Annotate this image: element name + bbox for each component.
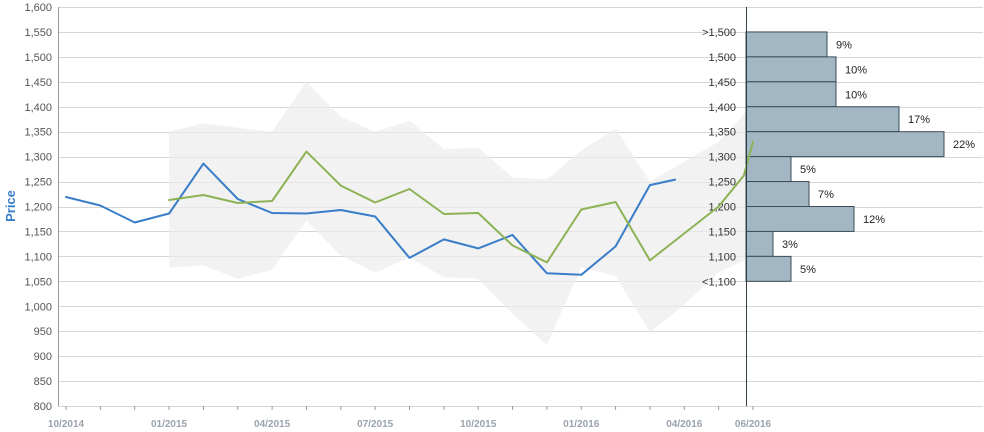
- y-tick-label: 900: [34, 351, 52, 363]
- histogram-bar: [746, 231, 773, 256]
- y-tick-label: 1,500: [24, 52, 52, 64]
- y-tick-label: 1,550: [24, 27, 52, 39]
- x-tick-label: 04/2015: [254, 419, 291, 430]
- y-tick-label: 1,100: [24, 251, 52, 263]
- histogram-percent-label: 22%: [953, 139, 975, 151]
- y-tick-label: 950: [34, 326, 52, 338]
- histogram-bar: [746, 256, 791, 281]
- histogram-bin-label: 1,100: [708, 251, 736, 263]
- histogram-percent-label: 17%: [908, 114, 930, 126]
- histogram-bin-label: 1,450: [708, 77, 736, 89]
- histogram-percent-label: 7%: [818, 189, 834, 201]
- x-axis-ticks: 10/2014 01/2015 04/2015 07/2015 10/2015 01/20…: [48, 406, 772, 430]
- histogram-bin-label: 1,350: [708, 127, 736, 139]
- histogram-bar: [746, 182, 809, 207]
- y-tick-label: 1,400: [24, 102, 52, 114]
- histogram-bar: [746, 207, 854, 232]
- x-tick-label: 01/2015: [151, 419, 188, 430]
- y-tick-label: 1,350: [24, 127, 52, 139]
- histogram-percent-label: 10%: [845, 64, 867, 76]
- histogram-percent-label: 5%: [800, 264, 816, 276]
- histogram-bar: [746, 132, 944, 157]
- histogram-bin-label: 1,150: [708, 226, 736, 238]
- x-tick-label: 01/2016: [563, 419, 600, 430]
- histogram-bin-label: 1,500: [708, 52, 736, 64]
- histogram-bar: [746, 82, 836, 107]
- histogram-percent-label: 3%: [782, 239, 798, 251]
- y-axis-ticks: 800 850 900 950 1,000 1,050 1,100 1,150 1,200 1,2…: [24, 2, 52, 413]
- histogram-bar: [746, 32, 827, 57]
- histogram-bar: [746, 157, 791, 182]
- y-tick-label: 1,000: [24, 301, 52, 313]
- y-axis-title: Price: [3, 190, 18, 222]
- histogram-bar: [746, 57, 836, 82]
- y-tick-label: 1,600: [24, 2, 52, 14]
- y-tick-label: 800: [34, 401, 52, 413]
- x-tick-label: 06/2016: [735, 419, 772, 430]
- y-tick-label: 1,050: [24, 276, 52, 288]
- x-tick-label: 10/2015: [460, 419, 497, 430]
- x-tick-label: 10/2014: [48, 419, 85, 430]
- x-tick-label: 04/2016: [666, 419, 703, 430]
- histogram-percent-label: 10%: [845, 89, 867, 101]
- y-tick-label: 1,150: [24, 226, 52, 238]
- histogram-bottom-label: <1,100: [702, 276, 736, 288]
- x-tick-label: 07/2015: [357, 419, 394, 430]
- y-tick-label: 1,200: [24, 202, 52, 214]
- histogram-bin-label: >1,500: [702, 27, 736, 39]
- y-tick-label: 1,300: [24, 152, 52, 164]
- histogram-percent-label: 5%: [800, 164, 816, 176]
- histogram-bin-label: 1,300: [708, 152, 736, 164]
- histogram-bin-label: 1,250: [708, 177, 736, 189]
- y-tick-label: 1,250: [24, 177, 52, 189]
- histogram-percent-label: 9%: [836, 39, 852, 51]
- histogram-percent-label: 12%: [863, 214, 885, 226]
- histogram-bin-label: 1,400: [708, 102, 736, 114]
- histogram-bar: [746, 107, 899, 132]
- y-tick-label: 1,450: [24, 77, 52, 89]
- y-tick-label: 850: [34, 376, 52, 388]
